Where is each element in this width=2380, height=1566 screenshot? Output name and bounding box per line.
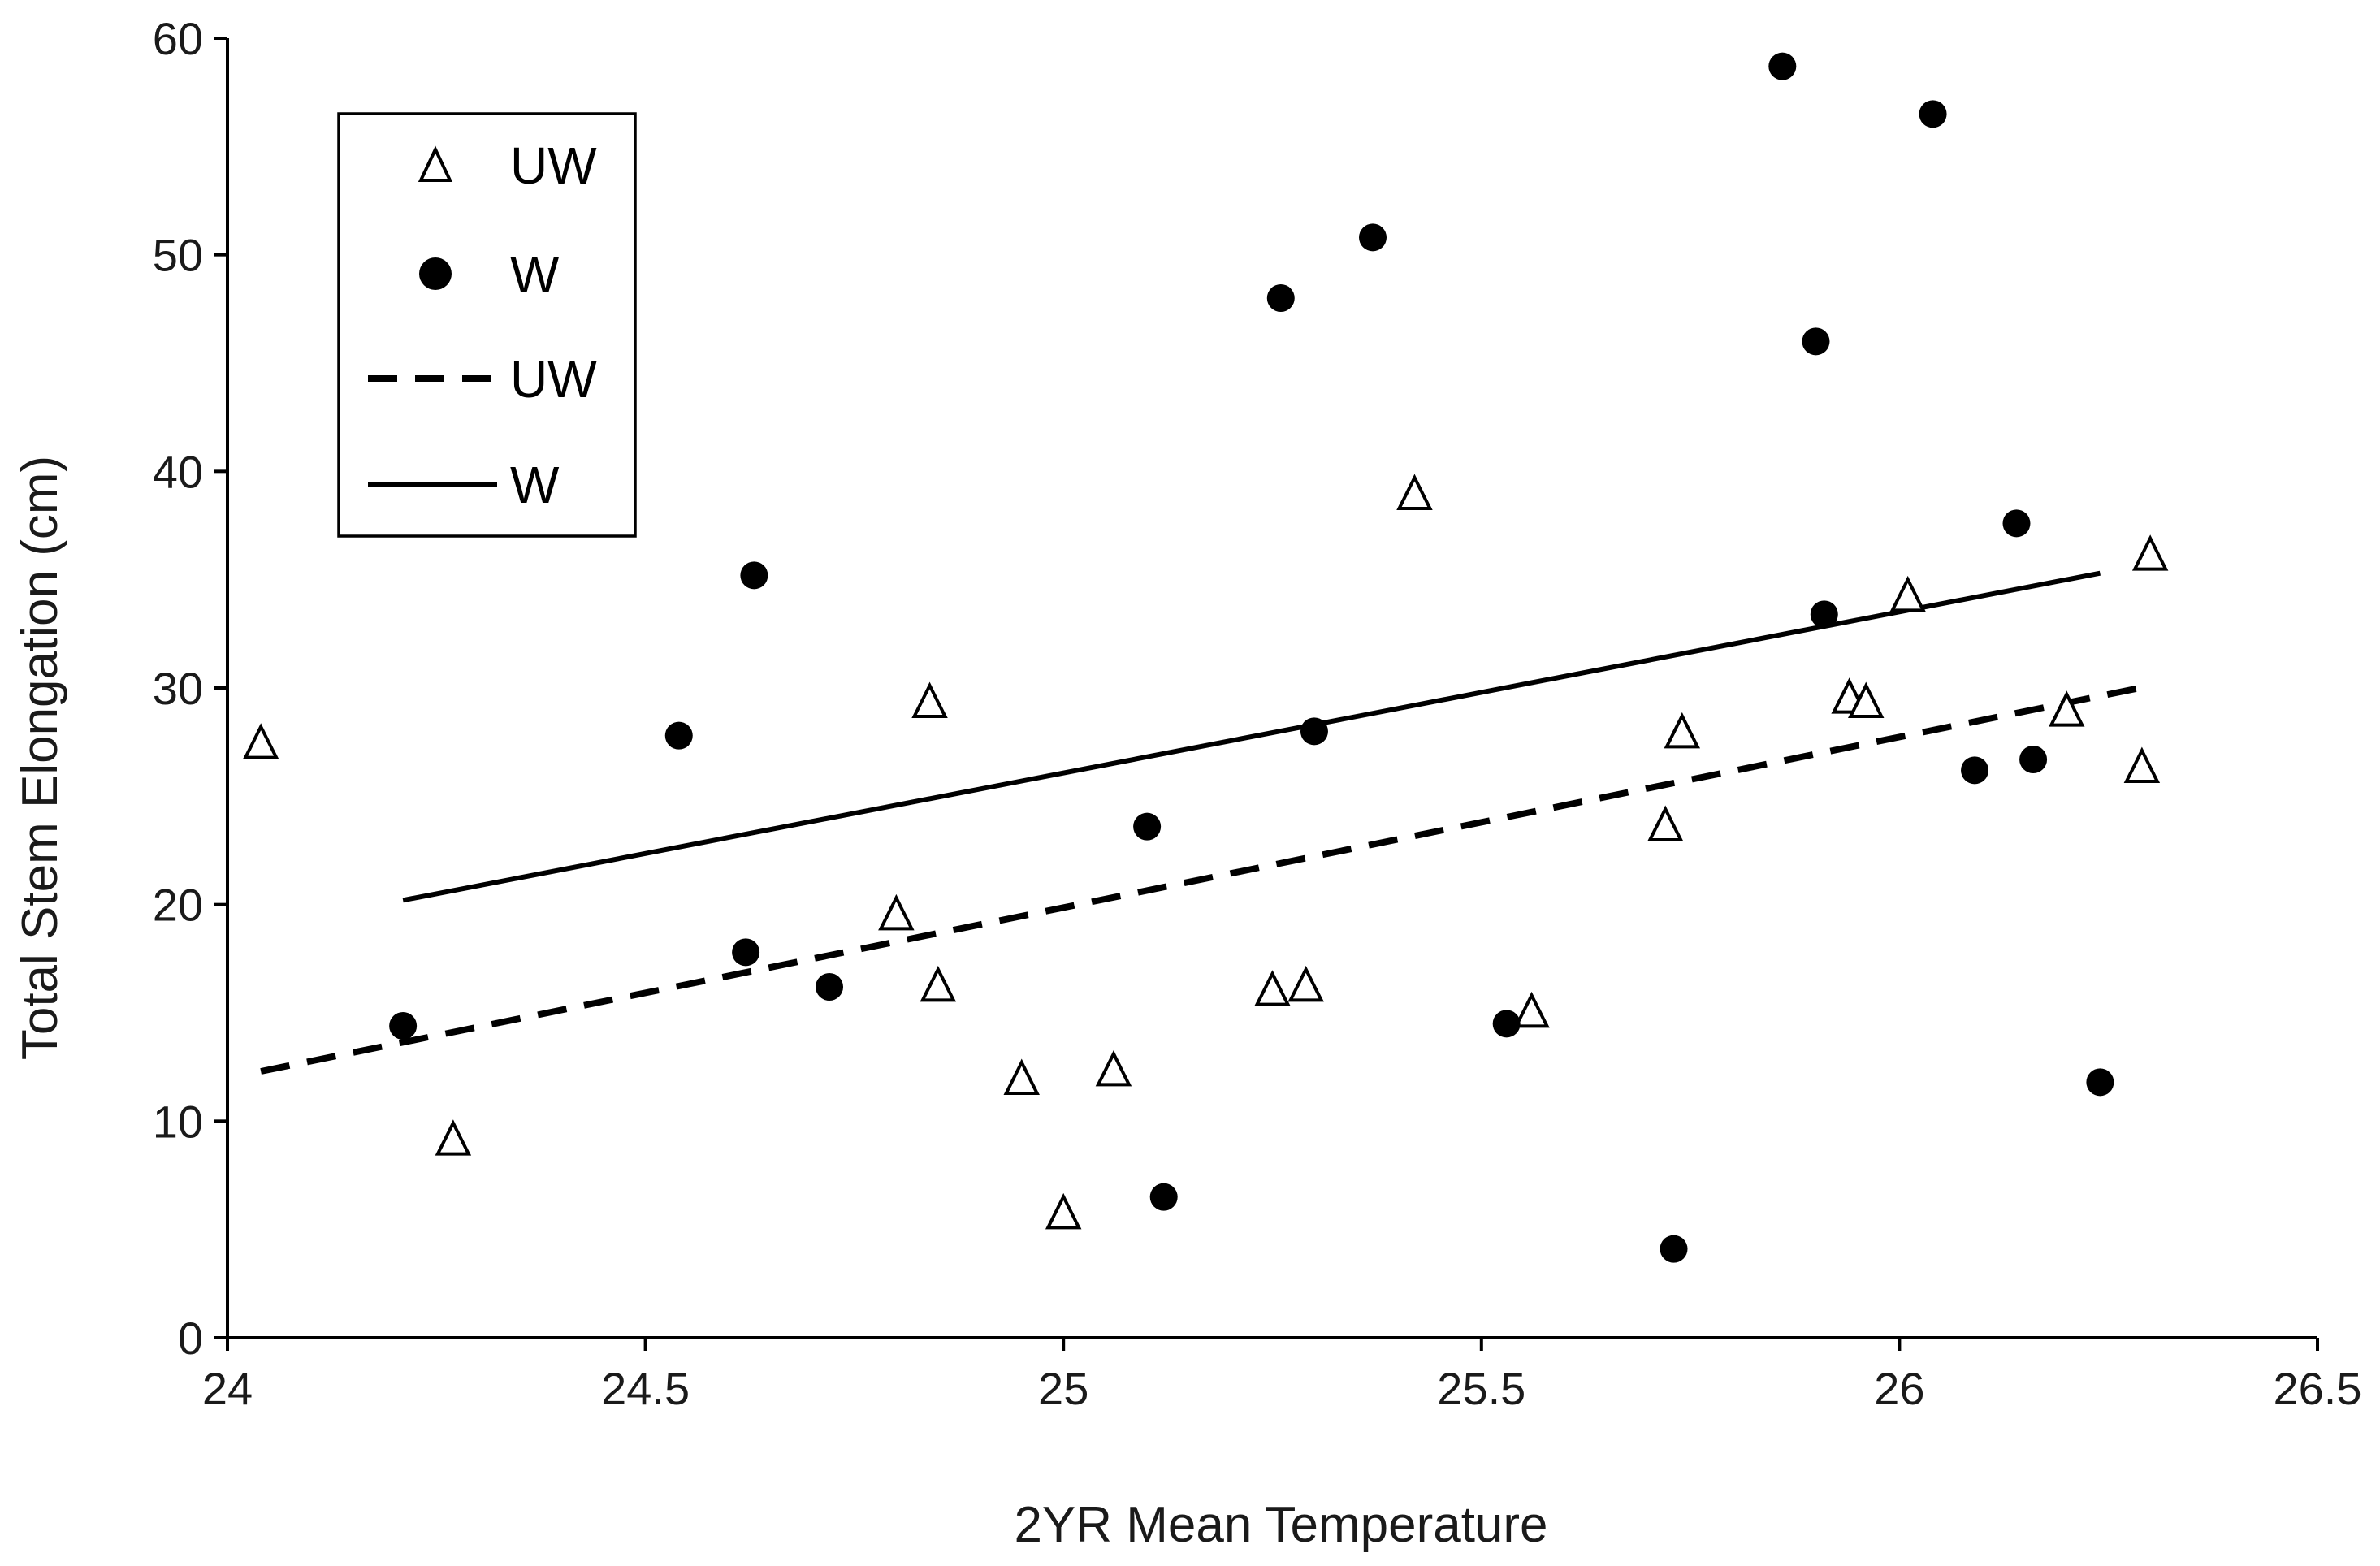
data-points bbox=[242, 52, 2169, 1263]
legend-label-w-points: W bbox=[510, 245, 560, 304]
data-point-uw bbox=[1095, 1049, 1132, 1087]
data-point-w bbox=[1660, 1235, 1688, 1263]
data-point-uw bbox=[1396, 474, 1433, 510]
x-tick-label: 26.5 bbox=[2274, 1363, 2362, 1414]
x-tick-label: 24 bbox=[202, 1363, 253, 1414]
y-tick-label: 10 bbox=[153, 1096, 203, 1147]
x-axis-title: 2YR Mean Temperature bbox=[1014, 1497, 1547, 1553]
y-tick-label: 40 bbox=[153, 446, 203, 497]
y-tick-label: 60 bbox=[153, 13, 203, 64]
data-point-w bbox=[1768, 52, 1797, 80]
data-point-uw bbox=[2049, 690, 2085, 727]
data-point-uw bbox=[1889, 575, 1926, 612]
data-point-w bbox=[1133, 812, 1162, 841]
data-point-w bbox=[740, 561, 768, 590]
legend-circle-icon bbox=[419, 257, 452, 290]
data-point-w bbox=[816, 973, 844, 1001]
y-tick-label: 50 bbox=[153, 230, 203, 281]
y-axis-title: Total Stem Elongation (cm) bbox=[12, 456, 68, 1060]
data-point-uw bbox=[1847, 681, 1885, 718]
x-tick-label: 24.5 bbox=[601, 1363, 690, 1414]
data-point-w bbox=[2002, 509, 2031, 538]
data-point-uw bbox=[1664, 712, 1701, 749]
data-point-uw bbox=[920, 965, 957, 1002]
axis-ticks: 0 10 20 30 40 50 60 24 24.5 25 25.5 26 26.5 bbox=[153, 13, 2362, 1414]
data-point-uw bbox=[911, 681, 948, 718]
data-point-uw bbox=[1287, 965, 1324, 1002]
data-point-uw bbox=[2131, 534, 2169, 571]
x-tick-label: 25.5 bbox=[1437, 1363, 1525, 1414]
data-point-w bbox=[2019, 746, 2048, 773]
y-tick-label: 30 bbox=[153, 663, 203, 714]
data-point-w bbox=[1300, 717, 1328, 746]
data-point-w bbox=[1802, 327, 1830, 356]
x-tick-label: 25 bbox=[1038, 1363, 1088, 1414]
data-point-uw bbox=[1045, 1192, 1082, 1230]
data-point-uw bbox=[1003, 1058, 1040, 1095]
y-tick-label: 20 bbox=[153, 880, 203, 931]
data-point-w bbox=[1149, 1183, 1178, 1211]
data-point-w bbox=[1919, 100, 1947, 128]
data-point-uw bbox=[878, 893, 915, 931]
legend-triangle-icon bbox=[418, 145, 453, 182]
legend-label-w-trend: W bbox=[510, 456, 560, 514]
data-point-w bbox=[1961, 756, 1989, 785]
trend-lines bbox=[260, 570, 2151, 1075]
data-point-w bbox=[2086, 1068, 2114, 1097]
data-point-w bbox=[1810, 600, 1838, 629]
legend-box bbox=[337, 112, 637, 538]
legend-label-uw-trend: UW bbox=[510, 350, 597, 409]
trend-line-uw-dashed bbox=[260, 682, 2151, 1075]
data-point-w bbox=[732, 938, 760, 967]
data-point-uw bbox=[1647, 805, 1684, 841]
data-point-w bbox=[1359, 223, 1387, 252]
data-point-uw bbox=[2123, 746, 2161, 783]
data-point-uw bbox=[1513, 991, 1550, 1028]
data-point-w bbox=[664, 721, 693, 750]
data-point-uw bbox=[242, 723, 279, 759]
data-point-w bbox=[389, 1012, 418, 1040]
trend-line-w-solid bbox=[402, 570, 2101, 903]
data-point-uw bbox=[435, 1119, 472, 1156]
legend-label-uw-points: UW bbox=[510, 136, 597, 195]
data-point-w bbox=[1492, 1010, 1521, 1038]
data-point-uw bbox=[1254, 970, 1291, 1006]
x-tick-label: 26 bbox=[1874, 1363, 1924, 1414]
legend: UW W UW W bbox=[337, 112, 637, 538]
y-tick-label: 0 bbox=[178, 1313, 203, 1364]
data-point-w bbox=[1266, 284, 1295, 312]
